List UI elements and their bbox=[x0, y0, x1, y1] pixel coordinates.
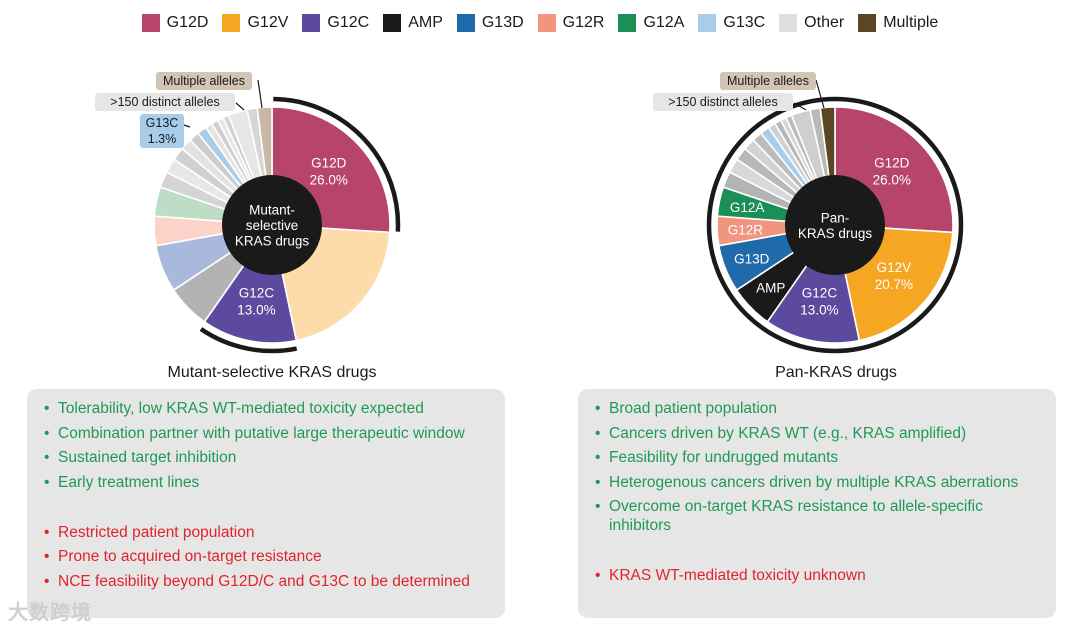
callout-box bbox=[95, 93, 235, 111]
watermark: 大数跨境 bbox=[8, 602, 92, 624]
legend-label: G13D bbox=[481, 14, 524, 31]
legend-label: Other bbox=[804, 14, 845, 31]
legend-swatch bbox=[456, 14, 475, 32]
center-label-line: KRAS drugs bbox=[798, 226, 873, 241]
pie-chart-pan-kras: G12D 26.0% G12V 20.7% G12C 13.0% AMP G13D G12R G1… bbox=[653, 72, 964, 354]
advantage-item: Combination partner with putative large … bbox=[41, 424, 491, 443]
callout-box bbox=[720, 72, 816, 90]
pan-kras-panel: Broad patient population Cancers driven b… bbox=[578, 389, 1056, 618]
slice-label-amp: AMP bbox=[756, 281, 785, 296]
limitation-item: Restricted patient population bbox=[41, 523, 491, 542]
callout-label: Multiple alleles bbox=[727, 74, 809, 88]
legend-item-amp: AMP bbox=[383, 14, 443, 32]
advantage-item: Tolerability, low KRAS WT-mediated toxic… bbox=[41, 399, 491, 418]
list-spacer bbox=[592, 541, 1042, 561]
callout-leader bbox=[793, 102, 807, 111]
slice-value-g12d: 26.0% bbox=[873, 173, 911, 188]
right-chart-title: Pan-KRAS drugs bbox=[775, 364, 897, 381]
limitation-item: Prone to acquired on-target resistance bbox=[41, 547, 491, 566]
legend-swatch bbox=[141, 14, 160, 32]
legend-swatch bbox=[858, 14, 877, 32]
callout-label: G13C bbox=[146, 116, 179, 130]
list-spacer bbox=[41, 497, 491, 517]
slice-label-g12d: G12D bbox=[311, 156, 347, 171]
legend-label: G12D bbox=[166, 14, 209, 31]
callout-box bbox=[140, 114, 184, 148]
legend-label: G12A bbox=[643, 14, 685, 31]
slice-label-g13d: G13D bbox=[734, 251, 770, 266]
legend-label: Multiple bbox=[883, 14, 939, 31]
callout-leader bbox=[183, 124, 191, 128]
legend-swatch bbox=[618, 14, 637, 32]
slice-label-g12r: G12R bbox=[728, 223, 764, 238]
legend-item-g12c: G12C bbox=[302, 14, 369, 32]
legend: G12D G12V G12C AMP G13D G12R G12A G13C Other Mult… bbox=[0, 14, 1080, 32]
callout-label: >150 distinct alleles bbox=[110, 95, 219, 109]
legend-item-g13d: G13D bbox=[456, 14, 524, 32]
center-label-line: Pan- bbox=[821, 210, 850, 225]
pie-center bbox=[785, 175, 885, 275]
callout-box bbox=[156, 72, 252, 90]
advantage-item: Feasibility for undrugged mutants bbox=[592, 448, 1042, 467]
legend-swatch bbox=[537, 14, 556, 32]
legend-label: G13C bbox=[723, 14, 766, 31]
legend-item-g12a: G12A bbox=[618, 14, 684, 32]
highlight-arc-g12c bbox=[199, 327, 298, 354]
legend-item-g12r: G12R bbox=[537, 14, 605, 32]
center-label-line: Mutant- bbox=[249, 203, 295, 218]
legend-item-other: Other bbox=[779, 14, 844, 32]
limitation-item: KRAS WT-mediated toxicity unknown bbox=[592, 566, 1042, 585]
advantage-item: Heterogenous cancers driven by multiple … bbox=[592, 473, 1042, 492]
callout-box bbox=[653, 93, 793, 111]
slice-value-g12c: 13.0% bbox=[237, 302, 275, 317]
center-label-line: KRAS drugs bbox=[235, 234, 310, 249]
legend-swatch bbox=[779, 14, 798, 32]
advantage-item: Cancers driven by KRAS WT (e.g., KRAS am… bbox=[592, 424, 1042, 443]
callout-value: 1.3% bbox=[148, 132, 177, 146]
mutant-selective-panel: Tolerability, low KRAS WT-mediated toxic… bbox=[27, 389, 505, 618]
left-chart-title: Mutant-selective KRAS drugs bbox=[167, 364, 377, 381]
legend-item-multiple: Multiple bbox=[858, 14, 938, 32]
callout-leader bbox=[257, 79, 263, 109]
limitation-item: NCE feasibility beyond G12D/C and G13C t… bbox=[41, 572, 491, 591]
mutant-selective-list: Tolerability, low KRAS WT-mediated toxic… bbox=[41, 399, 491, 591]
callout-label: Multiple alleles bbox=[163, 74, 245, 88]
slice-label-g12d: G12D bbox=[874, 156, 910, 171]
legend-item-g12d: G12D bbox=[141, 14, 209, 32]
legend-item-g13c: G13C bbox=[698, 14, 765, 32]
callout-leader bbox=[235, 102, 245, 111]
advantage-item: Broad patient population bbox=[592, 399, 1042, 418]
legend-label: G12V bbox=[247, 14, 289, 31]
slice-value-g12v: 20.7% bbox=[875, 277, 913, 292]
slice-value-g12c: 13.0% bbox=[800, 302, 838, 317]
legend-swatch bbox=[383, 14, 402, 32]
legend-item-g12v: G12V bbox=[222, 14, 288, 32]
legend-label: G12C bbox=[327, 14, 370, 31]
slice-label-g12c: G12C bbox=[802, 285, 838, 300]
advantage-item: Sustained target inhibition bbox=[41, 448, 491, 467]
legend-label: AMP bbox=[408, 14, 443, 31]
callout-leader bbox=[815, 79, 825, 109]
legend-swatch bbox=[698, 14, 717, 32]
pie-center bbox=[222, 175, 322, 275]
legend-swatch bbox=[302, 14, 321, 32]
slice-label-g12a: G12A bbox=[730, 200, 765, 215]
highlight-arc-g12d bbox=[273, 96, 401, 232]
advantage-item: Overcome on-target KRAS resistance to al… bbox=[592, 497, 1042, 535]
center-label-line: selective bbox=[246, 218, 299, 233]
advantage-item: Early treatment lines bbox=[41, 473, 491, 492]
pan-kras-list: Broad patient population Cancers driven b… bbox=[592, 399, 1042, 585]
slice-label-g12c: G12C bbox=[239, 285, 275, 300]
highlight-ring bbox=[706, 96, 964, 354]
callout-label: >150 distinct alleles bbox=[668, 95, 777, 109]
slice-label-g12v: G12V bbox=[877, 260, 912, 275]
slice-value-g12d: 26.0% bbox=[310, 173, 348, 188]
legend-label: G12R bbox=[562, 14, 605, 31]
legend-swatch bbox=[222, 14, 241, 32]
